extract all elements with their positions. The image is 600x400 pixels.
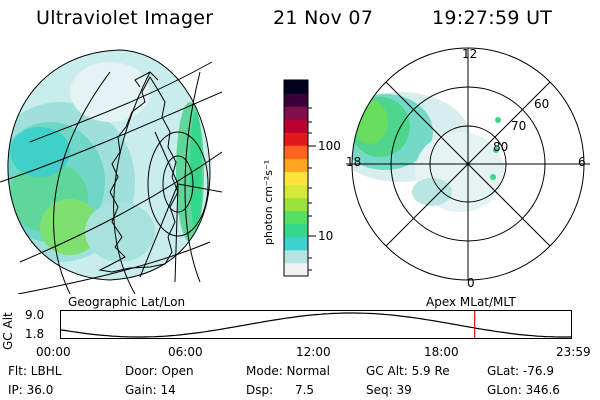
colorbar-tick-100: 100 (318, 139, 341, 153)
mlat-label-80: 80 (493, 140, 509, 154)
time-tick-0000: 00:00 (36, 345, 71, 359)
time-tick-0600: 06:00 (168, 345, 203, 359)
colorbar-band (284, 262, 308, 277)
geographic-caption: Geographic Lat/Lon (68, 295, 186, 309)
colorbar-unit-label: photon cm⁻²s⁻¹ (262, 159, 275, 245)
colorbar (283, 79, 316, 277)
date-label: 21 Nov 07 (273, 7, 374, 29)
geo-lat-lon-grid (0, 49, 222, 294)
mlt-label-12: 12 (462, 47, 478, 61)
colorbar-band (284, 236, 308, 251)
colorbar-band (284, 80, 308, 94)
ip-label: IP: 36.0 (8, 383, 54, 397)
colorbar-gradient (284, 80, 308, 277)
continent-outline (98, 75, 179, 273)
mlt-label-18: 18 (346, 155, 362, 169)
gc-alt-tick-max: 9.0 (25, 308, 45, 322)
colorbar-band (284, 106, 308, 120)
polar-grid (346, 47, 590, 281)
colorbar-band (284, 132, 308, 146)
colorbar-band (284, 171, 308, 186)
seq-label: Seq: 39 (366, 383, 412, 397)
dsp-label-text: Dsp: (246, 383, 274, 397)
time-tick-1800: 18:00 (424, 345, 459, 359)
time-tick-1200: 12:00 (296, 345, 331, 359)
colorbar-band (284, 93, 308, 107)
colorbar-band (284, 223, 308, 238)
glon-label: GLon: 346.6 (487, 383, 560, 397)
colorbar-band (284, 145, 308, 159)
time-tick-2359: 23:59 (556, 345, 591, 359)
geo-emission-region (7, 50, 210, 280)
dsp-value: 7.5 (294, 383, 315, 397)
mlt-label-0: 0 (467, 276, 475, 290)
gain-label: Gain: 14 (125, 383, 176, 397)
mlt-label-6: 6 (578, 155, 586, 169)
colorbar-ticks (308, 107, 316, 271)
colorbar-band (284, 210, 308, 225)
gc-alt-plot (60, 310, 572, 339)
gc-alt-axis-label: GC Alt (1, 312, 15, 350)
gc-alt-curve (60, 312, 572, 338)
door-label: Door: Open (125, 364, 194, 378)
polar-caption: Apex MLat/MLT (426, 295, 516, 309)
instrument-title: Ultraviolet Imager (36, 7, 214, 29)
gc-alt-tick-min: 1.8 (25, 327, 45, 341)
geographic-image-panel (0, 49, 222, 294)
mlat-label-60: 60 (534, 97, 550, 111)
colorbar-band (284, 197, 308, 212)
colorbar-band (284, 184, 308, 199)
time-label: 19:27:59 UT (432, 7, 553, 29)
mlat-label-70: 70 (511, 119, 527, 133)
dsp-label: Dsp: 7.5 (246, 383, 314, 397)
colorbar-band (284, 119, 308, 133)
polar-image-panel (346, 47, 590, 281)
colorbar-band (284, 158, 308, 172)
mode-label: Mode: Normal (246, 364, 330, 378)
glat-label: GLat: -76.9 (487, 364, 554, 378)
filter-label: Flt: LBHL (8, 364, 62, 378)
colorbar-band (284, 249, 308, 264)
gc-alt-label: GC Alt: 5.9 Re (366, 364, 450, 378)
colorbar-tick-10: 10 (318, 229, 334, 243)
